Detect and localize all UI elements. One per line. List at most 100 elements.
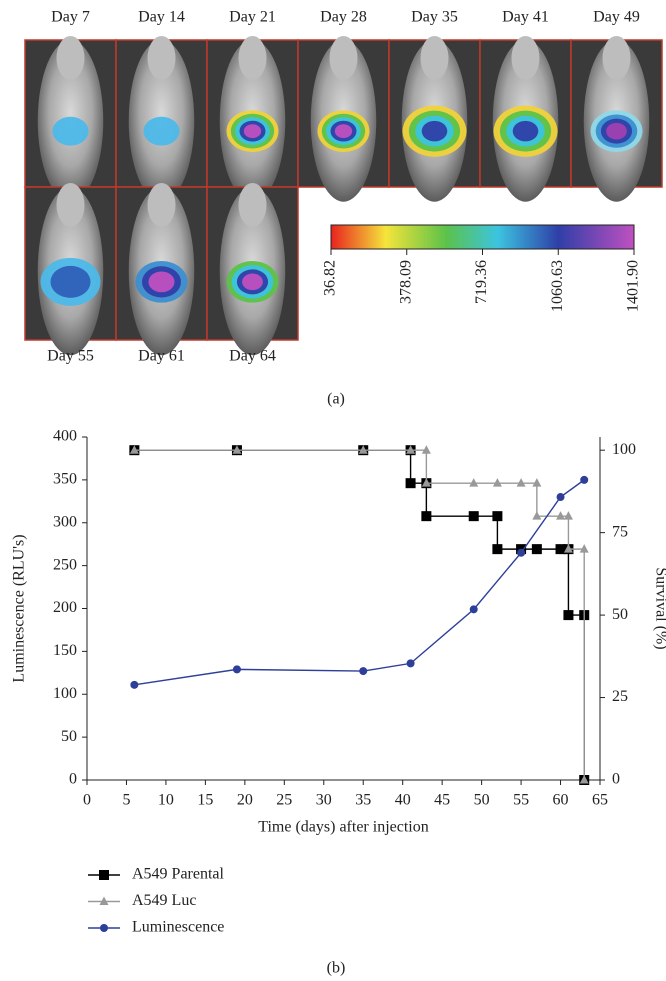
x-tick-label: 40 xyxy=(395,792,411,809)
y2-axis-label: Survival (%) xyxy=(652,567,666,649)
x-tick-label: 55 xyxy=(513,792,529,809)
mouse-image xyxy=(388,36,481,202)
signal-blob xyxy=(243,124,262,139)
signal-blob xyxy=(421,120,448,142)
panel-label: Day 14 xyxy=(138,9,185,26)
x-tick-label: 30 xyxy=(316,792,332,809)
mouse-head xyxy=(602,36,631,80)
marker xyxy=(580,475,589,484)
signal-blob xyxy=(512,120,539,142)
y2-tick-label: 50 xyxy=(612,606,628,623)
panel-label: Day 61 xyxy=(138,348,185,365)
series-line xyxy=(134,479,585,686)
x-tick-label: 0 xyxy=(83,792,91,809)
marker xyxy=(359,667,368,676)
x-tick-label: 50 xyxy=(474,792,490,809)
marker xyxy=(232,665,241,674)
y-tick-label: 100 xyxy=(53,685,77,702)
mouse-image xyxy=(297,36,390,202)
marker xyxy=(421,511,432,522)
colorbar-tick-label: 378.09 xyxy=(397,260,414,304)
legend-marker xyxy=(99,896,109,905)
marker xyxy=(421,445,431,454)
mouse-head xyxy=(420,36,449,80)
x-tick-label: 35 xyxy=(355,792,371,809)
panel-label: Day 64 xyxy=(229,348,276,365)
marker xyxy=(563,610,574,621)
marker xyxy=(130,680,139,689)
panel-label: Day 28 xyxy=(320,9,367,26)
panel-label: Day 49 xyxy=(593,9,640,26)
x-axis-label: Time (days) after injection xyxy=(258,819,428,836)
y-axis-label: Luminescence (RLU's) xyxy=(11,534,28,682)
y-tick-label: 150 xyxy=(53,642,77,659)
y-tick-label: 50 xyxy=(61,728,77,745)
y-tick-label: 300 xyxy=(53,513,77,530)
x-tick-label: 5 xyxy=(122,792,130,809)
colorbar-tick-label: 719.36 xyxy=(473,260,490,304)
y2-tick-label: 100 xyxy=(612,441,636,458)
marker xyxy=(469,478,479,487)
marker xyxy=(421,478,431,487)
panel-label: Day 55 xyxy=(47,348,94,365)
mouse-head xyxy=(56,36,85,80)
y-tick-label: 350 xyxy=(53,471,77,488)
mouse-image xyxy=(115,183,208,356)
marker xyxy=(563,511,573,520)
marker xyxy=(579,775,589,784)
mouse-image xyxy=(115,36,208,202)
mouse-image xyxy=(206,183,299,356)
colorbar-tick-label: 1401.90 xyxy=(625,260,642,312)
marker xyxy=(406,659,415,668)
legend-label: Luminescence xyxy=(132,919,224,936)
marker xyxy=(358,445,368,454)
panel-label: Day 41 xyxy=(502,9,549,26)
series-line xyxy=(134,449,585,780)
colorbar-tick-label: 1060.63 xyxy=(549,260,566,312)
y-tick-label: 0 xyxy=(69,771,77,788)
marker xyxy=(469,605,478,614)
marker xyxy=(555,544,566,555)
mouse-head xyxy=(147,183,176,227)
marker xyxy=(492,478,502,487)
signal-blob xyxy=(242,273,263,291)
marker xyxy=(563,544,573,553)
marker xyxy=(405,478,416,489)
x-tick-label: 65 xyxy=(592,792,608,809)
colorbar-tick-label: 36.82 xyxy=(322,260,339,296)
signal-blob xyxy=(334,124,353,139)
x-tick-label: 25 xyxy=(276,792,292,809)
marker xyxy=(492,511,503,522)
y2-tick-label: 25 xyxy=(612,688,628,705)
panel-label: Day 7 xyxy=(51,9,90,26)
caption-a: (a) xyxy=(327,391,345,408)
legend-marker xyxy=(100,924,108,932)
marker xyxy=(532,511,542,520)
marker xyxy=(492,544,503,555)
marker xyxy=(517,548,526,557)
marker xyxy=(232,445,242,454)
x-tick-label: 60 xyxy=(553,792,569,809)
x-tick-label: 20 xyxy=(237,792,253,809)
y2-tick-label: 0 xyxy=(612,771,620,788)
mouse-head xyxy=(238,36,267,80)
marker xyxy=(129,445,139,454)
mouse-head xyxy=(238,183,267,227)
y-tick-label: 250 xyxy=(53,556,77,573)
legend-label: A549 Parental xyxy=(132,866,225,883)
caption-b: (b) xyxy=(327,960,346,977)
mouse-head xyxy=(56,183,85,227)
mouse-head xyxy=(329,36,358,80)
signal-blob xyxy=(143,116,180,146)
mouse-image xyxy=(24,36,117,202)
marker xyxy=(556,493,565,502)
y2-tick-label: 75 xyxy=(612,523,628,540)
mouse-image xyxy=(570,36,663,202)
y-tick-label: 400 xyxy=(53,428,77,445)
x-tick-label: 10 xyxy=(158,792,174,809)
marker xyxy=(579,544,589,553)
colorbar xyxy=(330,224,635,250)
series-line xyxy=(134,449,585,780)
y-tick-label: 200 xyxy=(53,599,77,616)
